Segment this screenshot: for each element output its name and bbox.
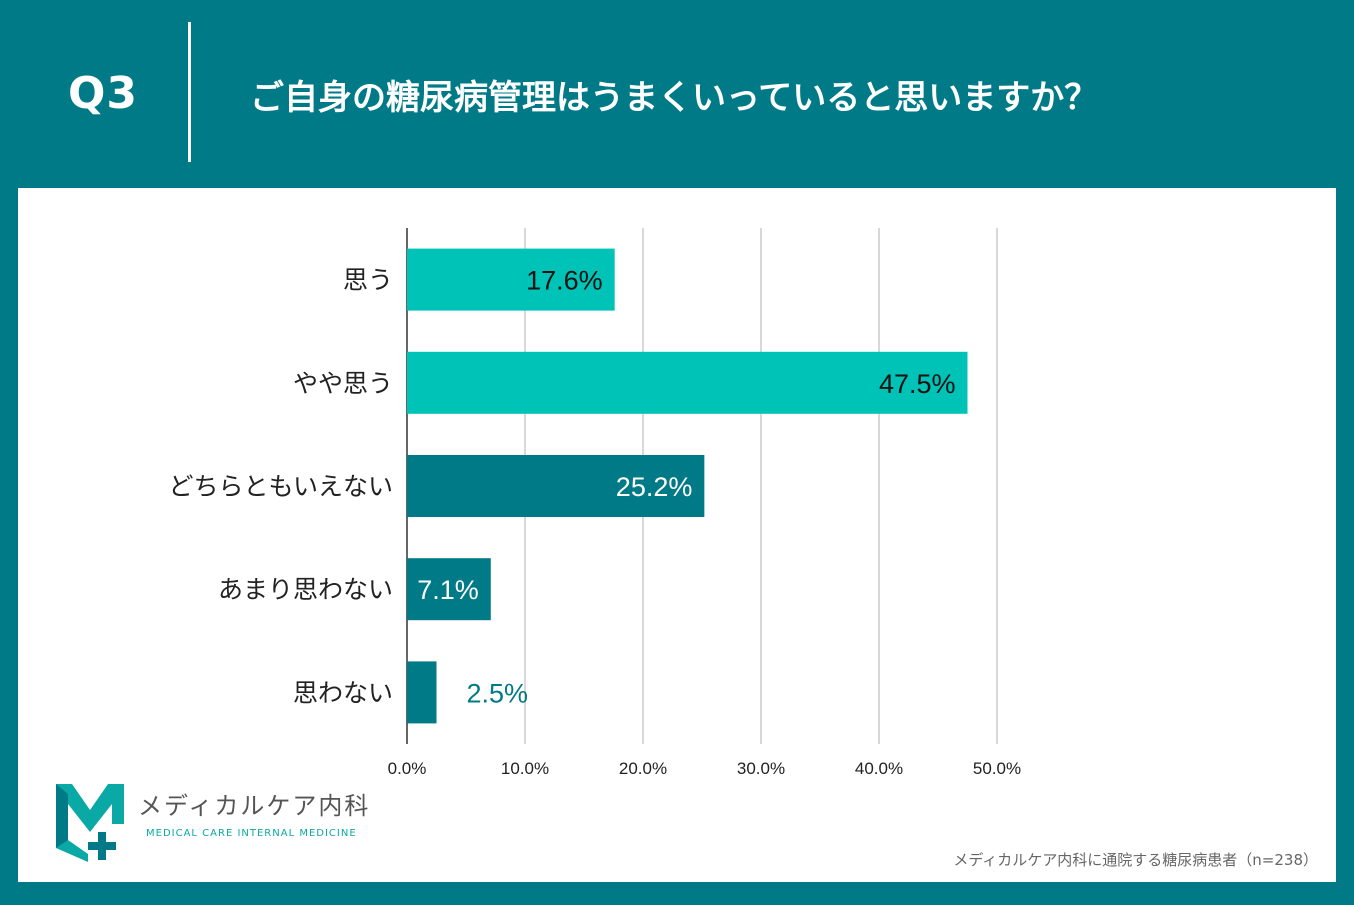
header-divider (188, 22, 191, 162)
chart-panel: 0.0% 10.0% 20.0% 30.0% 40.0% 50.0% 思う 17.6% やや思う… (18, 188, 1336, 882)
bar (407, 558, 491, 621)
category-label: どちらともいえない (168, 472, 393, 501)
category-label: やや思う (293, 369, 393, 398)
x-tick-label: 0.0% (388, 759, 427, 778)
clinic-logo-icon (56, 784, 124, 862)
bar (407, 455, 705, 517)
x-tick-label: 10.0% (501, 759, 549, 778)
x-tick-label: 40.0% (855, 759, 903, 778)
header: Q3 ご自身の糖尿病管理はうまくいっていると思いますか？ (0, 0, 1354, 188)
data-label: 47.5% (879, 369, 956, 399)
clinic-name: メディカルケア内科 (138, 792, 371, 820)
question-number: Q3 (68, 68, 139, 119)
data-label: 7.1% (417, 575, 479, 605)
question-title: ご自身の糖尿病管理はうまくいっていると思いますか？ (250, 78, 1099, 118)
bar (407, 351, 968, 414)
clinic-logo: メディカルケア内科 MEDICAL CARE INTERNAL MEDICINE (54, 780, 384, 862)
x-tick-label: 30.0% (737, 759, 785, 778)
bar (407, 661, 437, 724)
clinic-tagline: MEDICAL CARE INTERNAL MEDICINE (146, 828, 357, 839)
bar (407, 248, 615, 311)
bar-chart: 0.0% 10.0% 20.0% 30.0% 40.0% 50.0% 思う 17.6% やや思う… (168, 228, 1021, 778)
x-tick-label: 20.0% (619, 759, 667, 778)
category-label: 思う (343, 266, 393, 295)
category-label: あまり思わない (218, 575, 393, 604)
data-label: 2.5% (467, 678, 529, 708)
data-label: 25.2% (616, 472, 693, 502)
sample-footnote: メディカルケア内科に通院する糖尿病患者（n=238） (953, 851, 1318, 869)
category-label: 思わない (293, 678, 393, 707)
data-label: 17.6% (526, 266, 603, 296)
x-tick-label: 50.0% (973, 759, 1021, 778)
